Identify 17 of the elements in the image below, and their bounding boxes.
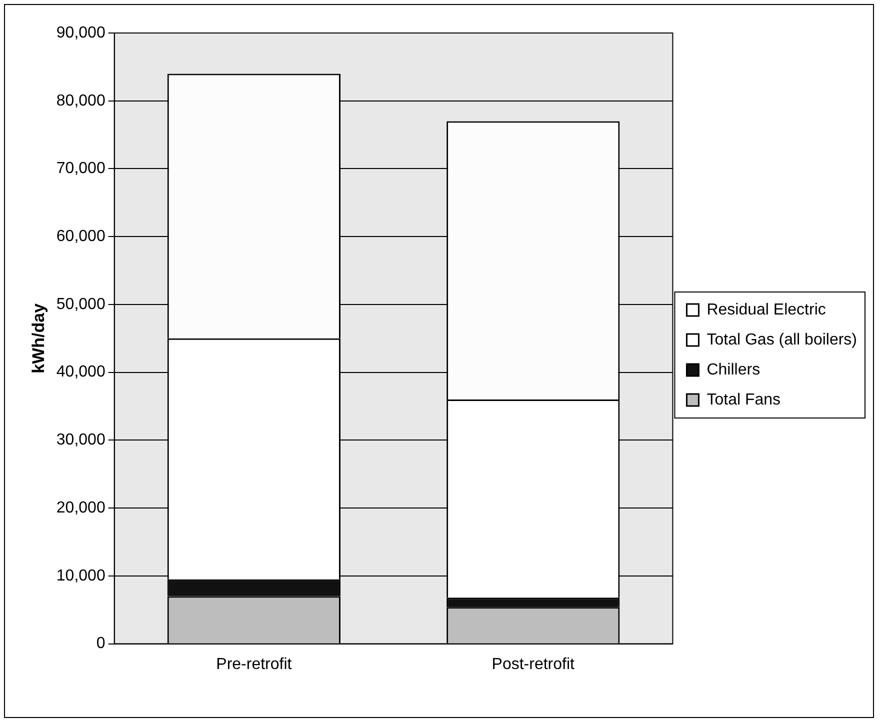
y-tick-label: 80,000 (56, 92, 106, 110)
y-tick-label: 20,000 (56, 499, 106, 516)
legend-label: Chillers (706, 361, 760, 378)
x-tick-label: Pre-retrofit (216, 656, 292, 673)
y-tick-label: 30,000 (56, 432, 106, 449)
x-tick-label: Post-retrofit (492, 656, 576, 673)
y-tick-label: 10,000 (56, 567, 106, 584)
y-tick-label: 90,000 (56, 24, 106, 42)
y-tick-label: 60,000 (56, 228, 106, 246)
y-tick-label: 0 (96, 635, 106, 652)
y-tick-label: 70,000 (56, 160, 106, 178)
legend-label: Total Gas (all boilers) (706, 331, 858, 348)
y-axis-title: kWh/day (28, 302, 48, 374)
y-tick-label: 40,000 (56, 364, 106, 381)
y-tick-label: 50,000 (56, 296, 106, 313)
legend-label: Total Fans (706, 391, 781, 408)
legend-label: Residual Electric (706, 301, 826, 318)
